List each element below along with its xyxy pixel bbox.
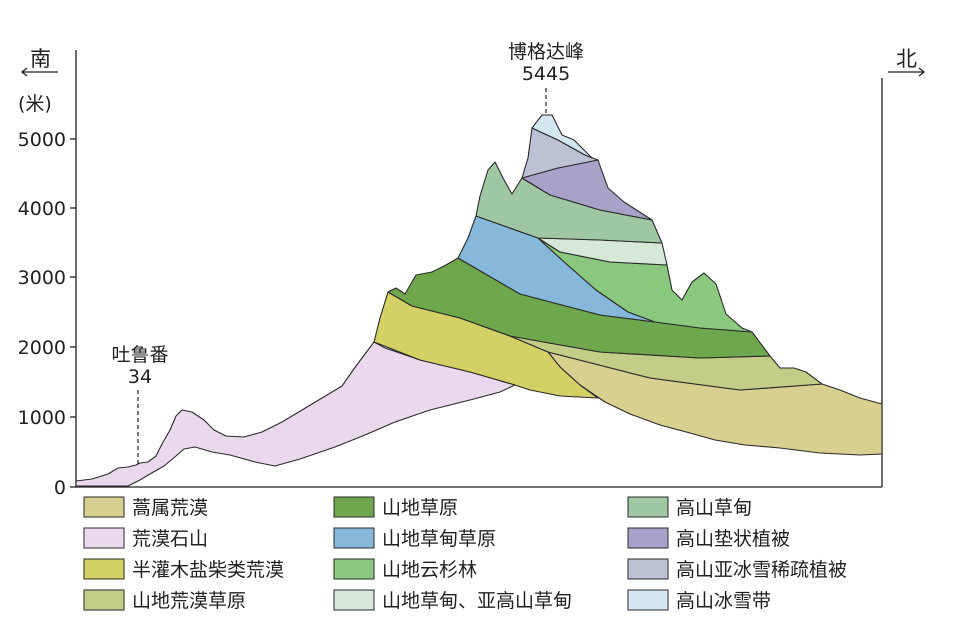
legend-swatch-steppe (333, 496, 375, 518)
north-arrow (888, 67, 926, 77)
legend-item-subnival: 高山亚冰雪稀疏植被 (627, 558, 847, 581)
legend-swatch-shrub-desert (83, 558, 125, 580)
legend-swatch-desert-rock (83, 527, 125, 549)
y-tick-1000: 1000 (18, 407, 66, 429)
legend-swatch-desert-steppe (83, 589, 125, 611)
legend-item-meadow-steppe: 山地草甸草原 (333, 527, 496, 550)
y-tick-marks (70, 138, 76, 488)
legend-label-desert-artemisia: 蒿属荒漠 (132, 497, 208, 519)
legend-label-shrub-desert: 半灌木盐柴类荒漠 (132, 559, 284, 581)
y-tick-0: 0 (54, 477, 66, 499)
peak-elevation: 5445 (522, 63, 570, 85)
y-tick-4000: 4000 (18, 198, 66, 220)
south-label: 南 (30, 47, 51, 71)
y-tick-2000: 2000 (18, 337, 66, 359)
legend-label-nival: 高山冰雪带 (676, 590, 771, 612)
turpan-elevation: 34 (128, 366, 152, 388)
legend-swatch-alpine-cushion (627, 527, 669, 549)
legend-swatch-desert-artemisia (83, 496, 125, 518)
legend-label-steppe: 山地草原 (382, 497, 458, 519)
legend-item-desert-rock: 荒漠石山 (83, 527, 208, 550)
peak-name: 博格达峰 (508, 41, 584, 63)
y-tick-3000: 3000 (18, 267, 66, 289)
zone-desert-rock (75, 341, 516, 487)
legend-item-desert-steppe: 山地荒漠草原 (83, 589, 246, 612)
legend-swatch-spruce-forest (333, 558, 375, 580)
legend-label-meadow-steppe: 山地草甸草原 (382, 528, 496, 550)
north-label: 北 (896, 47, 917, 71)
legend-label-subalpine-meadow: 山地草甸、亚高山草甸 (382, 590, 572, 612)
legend-item-spruce-forest: 山地云杉林 (333, 558, 477, 581)
legend-swatch-subalpine-meadow (333, 589, 375, 611)
south-arrow (20, 67, 58, 77)
legend-label-alpine-meadow: 高山草甸 (676, 497, 752, 519)
y-tick-5000: 5000 (18, 129, 66, 151)
legend-swatch-subnival (627, 558, 669, 580)
zone-nival (531, 114, 593, 159)
legend-swatch-alpine-meadow (627, 496, 669, 518)
legend-item-alpine-meadow: 高山草甸 (627, 496, 752, 519)
legend-item-alpine-cushion: 高山垫状植被 (627, 527, 790, 550)
legend-label-desert-rock: 荒漠石山 (132, 528, 208, 550)
elevation-unit: (米) (18, 93, 52, 115)
legend-item-desert-artemisia: 蒿属荒漠 (83, 496, 208, 519)
legend-item-nival: 高山冰雪带 (627, 589, 771, 612)
legend-swatch-nival (627, 589, 669, 611)
turpan-name: 吐鲁番 (111, 344, 168, 366)
zone-desert-artemisia (547, 351, 883, 456)
legend-label-alpine-cushion: 高山垫状植被 (676, 528, 790, 550)
legend-label-subnival: 高山亚冰雪稀疏植被 (676, 559, 847, 581)
legend-label-spruce-forest: 山地云杉林 (382, 559, 477, 581)
legend-item-steppe: 山地草原 (333, 496, 458, 519)
legend-item-shrub-desert: 半灌木盐柴类荒漠 (83, 558, 284, 581)
legend-label-desert-steppe: 山地荒漠草原 (132, 590, 246, 612)
legend-item-subalpine-meadow: 山地草甸、亚高山草甸 (333, 589, 572, 612)
legend-swatch-meadow-steppe (333, 527, 375, 549)
